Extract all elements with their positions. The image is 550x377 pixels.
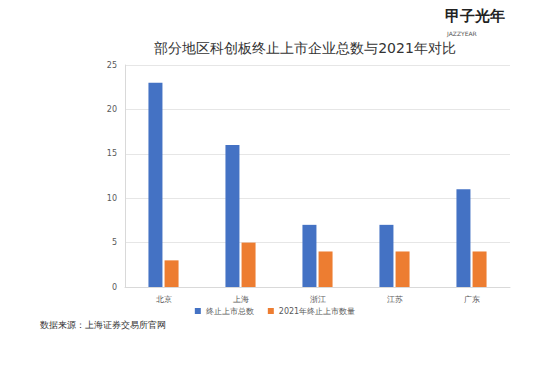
svg-text:10: 10	[107, 194, 117, 203]
svg-text:甲子光年: 甲子光年	[445, 7, 505, 25]
svg-text:JAZZYEAR: JAZZYEAR	[446, 30, 477, 38]
svg-text:2021年终止上市数量: 2021年终止上市数量	[279, 307, 355, 316]
svg-text:浙江: 浙江	[310, 295, 326, 304]
svg-text:5: 5	[112, 238, 117, 247]
svg-text:25: 25	[107, 61, 117, 70]
svg-text:上海: 上海	[233, 295, 249, 304]
svg-text:部分地区科创板终止上市企业总数与2021年对比: 部分地区科创板终止上市企业总数与2021年对比	[154, 40, 456, 56]
svg-text:15: 15	[107, 149, 117, 158]
svg-text:0: 0	[112, 283, 117, 292]
svg-text:江苏: 江苏	[387, 295, 403, 304]
svg-text:广东: 广东	[464, 295, 480, 304]
svg-text:数据来源：上海证券交易所官网: 数据来源：上海证券交易所官网	[40, 320, 166, 330]
svg-text:终止上市总数: 终止上市总数	[206, 307, 254, 316]
svg-text:20: 20	[107, 105, 117, 114]
svg-text:北京: 北京	[156, 295, 172, 304]
